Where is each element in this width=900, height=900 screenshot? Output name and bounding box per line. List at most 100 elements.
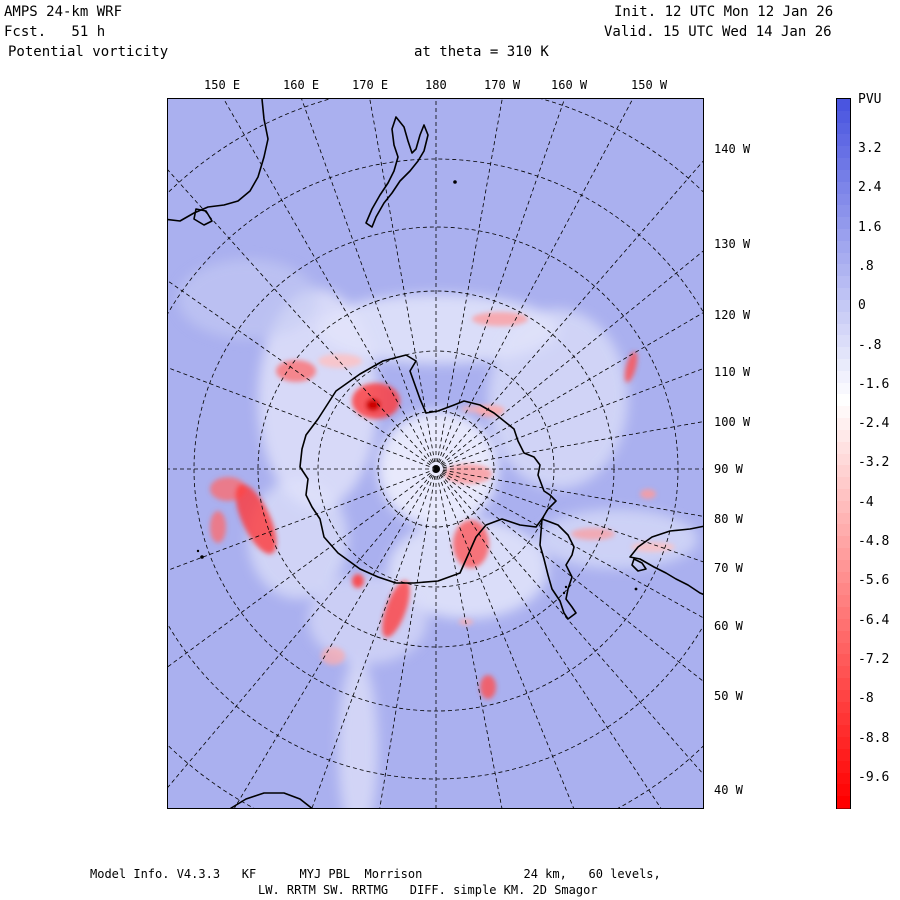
colorbar-segment bbox=[837, 110, 850, 124]
colorbar-segment bbox=[837, 347, 850, 360]
colorbar-segment bbox=[837, 548, 850, 561]
lower-coast-fragment bbox=[229, 792, 313, 808]
colorbar-label: -4.8 bbox=[858, 534, 890, 549]
colorbar-segment bbox=[837, 122, 850, 136]
valid-time: Valid. 15 UTC Wed 14 Jan 26 bbox=[604, 24, 832, 40]
colorbar-label: -4 bbox=[858, 494, 874, 510]
colorbar-segment bbox=[837, 559, 850, 573]
colorbar-segment bbox=[837, 370, 850, 384]
colorbar-segment bbox=[837, 465, 850, 478]
colorbar-segment bbox=[837, 784, 850, 797]
colorbar-label: -.8 bbox=[858, 337, 882, 353]
pv-map-svg bbox=[168, 99, 703, 808]
lon-label-top: 180 bbox=[425, 78, 447, 92]
colorbar-segment bbox=[837, 99, 850, 112]
lon-label-right: 140 W bbox=[714, 142, 751, 156]
lon-label-right: 40 W bbox=[714, 783, 743, 797]
colorbar-segment bbox=[837, 536, 850, 549]
lon-label-top: 170 W bbox=[484, 78, 521, 92]
colorbar-label: 1.6 bbox=[858, 219, 882, 235]
colorbar-unit: PVU bbox=[858, 92, 882, 107]
isentropic-level: at theta = 310 K bbox=[414, 44, 549, 60]
peninsula-coastline bbox=[539, 518, 577, 620]
colorbar-segment bbox=[837, 276, 850, 289]
colorbar-segment bbox=[837, 477, 850, 490]
south-america-coastline bbox=[629, 525, 703, 596]
tasmania-coastline bbox=[193, 208, 213, 226]
lon-label-right: 70 W bbox=[714, 561, 743, 575]
colorbar-segment bbox=[837, 524, 850, 537]
field-name: Potential vorticity bbox=[8, 44, 169, 60]
colorbar-segment bbox=[837, 654, 850, 667]
init-time: Init. 12 UTC Mon 12 Jan 26 bbox=[614, 4, 834, 20]
colorbar-segment bbox=[837, 512, 850, 525]
model-title: AMPS 24-km WRF bbox=[4, 4, 123, 20]
colorbar-segment bbox=[837, 406, 850, 419]
pv-colorbar bbox=[836, 98, 851, 809]
new-zealand-coastline bbox=[365, 116, 429, 228]
colorbar-segment bbox=[837, 205, 850, 218]
colorbar-segment bbox=[837, 678, 850, 691]
colorbar-segment bbox=[837, 158, 850, 171]
colorbar-label: -8 bbox=[858, 691, 874, 707]
colorbar-segment bbox=[837, 311, 850, 325]
pv-map-panel bbox=[167, 98, 704, 809]
colorbar-segment bbox=[837, 571, 850, 585]
colorbar-segment bbox=[837, 760, 850, 774]
colorbar-segment bbox=[837, 666, 850, 679]
colorbar-label: -3.2 bbox=[858, 455, 890, 471]
colorbar-segment bbox=[837, 358, 850, 372]
colorbar-segment bbox=[837, 169, 850, 183]
colorbar-segment bbox=[837, 217, 850, 230]
model-info-line2: LW. RRTM SW. RRTMG DIFF. simple KM. 2D S… bbox=[258, 883, 598, 897]
colorbar-segment bbox=[837, 453, 850, 466]
antarctica-coastline bbox=[299, 354, 557, 584]
colorbar-segment bbox=[837, 299, 850, 313]
colorbar-segment bbox=[837, 394, 850, 407]
colorbar-segment bbox=[837, 642, 850, 655]
colorbar-segment bbox=[837, 252, 850, 266]
colorbar-segment bbox=[837, 382, 850, 395]
colorbar-segment bbox=[837, 618, 850, 632]
colorbar-segment bbox=[837, 288, 850, 301]
colorbar-segment bbox=[837, 418, 850, 431]
lon-label-right: 130 W bbox=[714, 237, 751, 251]
colorbar-segment bbox=[837, 264, 850, 277]
lon-label-right: 60 W bbox=[714, 619, 743, 633]
colorbar-segment bbox=[837, 583, 850, 596]
lon-label-top: 160 W bbox=[551, 78, 588, 92]
colorbar-label: -2.4 bbox=[858, 416, 890, 432]
australia-coastline bbox=[168, 99, 269, 222]
colorbar-segment bbox=[837, 429, 850, 443]
colorbar-label: 2.4 bbox=[858, 180, 882, 196]
colorbar-label: -9.6 bbox=[858, 769, 890, 785]
colorbar-segment bbox=[837, 772, 850, 785]
colorbar-segment bbox=[837, 240, 850, 254]
colorbar-segment bbox=[837, 607, 850, 620]
colorbar-segment bbox=[837, 228, 850, 242]
colorbar-segment bbox=[837, 737, 850, 750]
colorbar-segment bbox=[837, 630, 850, 644]
colorbar-label: .8 bbox=[858, 258, 874, 274]
colorbar-label: -8.8 bbox=[858, 730, 890, 746]
forecast-hour: Fcst. 51 h bbox=[4, 24, 106, 40]
lon-label-top: 160 E bbox=[283, 78, 320, 92]
colorbar-segment bbox=[837, 146, 850, 159]
colorbar-label: 0 bbox=[858, 298, 866, 314]
colorbar-segment bbox=[837, 500, 850, 514]
colorbar-segment bbox=[837, 701, 850, 715]
colorbar-label: 3.2 bbox=[858, 141, 882, 156]
lon-label-top: 150 E bbox=[204, 78, 241, 92]
lon-label-right: 110 W bbox=[714, 365, 751, 379]
south-america-islands bbox=[631, 558, 647, 572]
colorbar-segment bbox=[837, 725, 850, 738]
colorbar-segment bbox=[837, 134, 850, 147]
colorbar-segment bbox=[837, 441, 850, 455]
lon-label-top: 170 E bbox=[352, 78, 389, 92]
lon-label-right: 50 W bbox=[714, 689, 743, 703]
lon-label-right: 90 W bbox=[714, 462, 743, 476]
colorbar-label: -6.4 bbox=[858, 612, 890, 628]
meridian-lines bbox=[168, 99, 703, 808]
lon-label-top: 150 W bbox=[631, 78, 668, 92]
colorbar-segment bbox=[837, 323, 850, 336]
